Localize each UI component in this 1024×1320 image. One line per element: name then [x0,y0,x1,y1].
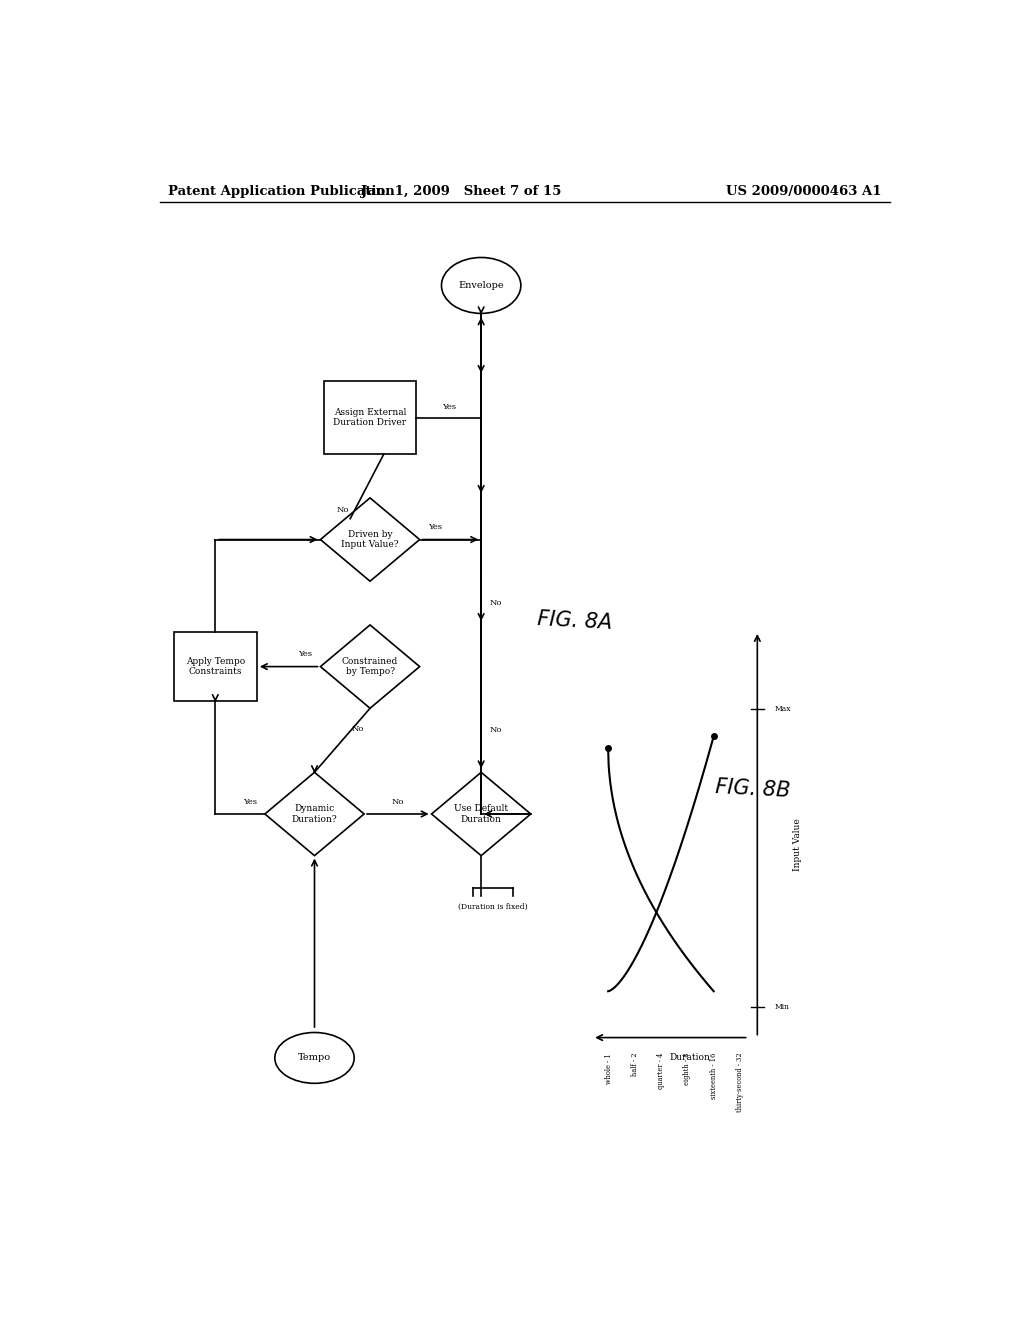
Text: Min: Min [775,1003,790,1011]
Text: half - 2: half - 2 [631,1053,639,1076]
Text: Dynamic
Duration?: Dynamic Duration? [292,804,337,824]
Text: Yes: Yes [243,797,257,805]
Text: quarter - 4: quarter - 4 [657,1053,666,1089]
Text: Tempo: Tempo [298,1053,331,1063]
Text: Yes: Yes [428,523,442,532]
Text: No: No [391,797,404,805]
Text: Use Default
Duration: Use Default Duration [454,804,508,824]
Text: FIG. 8A: FIG. 8A [537,609,612,632]
Text: No: No [352,725,365,733]
Text: thirty-second - 32: thirty-second - 32 [736,1053,743,1113]
Text: US 2009/0000463 A1: US 2009/0000463 A1 [726,185,882,198]
Text: FIG. 8B: FIG. 8B [715,776,792,800]
Text: Constrained
by Tempo?: Constrained by Tempo? [342,657,398,676]
Bar [174,632,257,701]
Text: sixteenth - 16: sixteenth - 16 [710,1053,718,1100]
Bar [325,381,416,454]
Text: Yes: Yes [299,651,312,659]
Text: Assign External
Duration Driver: Assign External Duration Driver [334,408,407,428]
Text: Yes: Yes [442,404,457,412]
Text: Max: Max [775,705,792,713]
Text: Driven by
Input Value?: Driven by Input Value? [341,529,398,549]
Text: Patent Application Publication: Patent Application Publication [168,185,394,198]
Text: eighth - 8: eighth - 8 [683,1053,691,1085]
Text: Duration: Duration [670,1053,711,1063]
Text: whole - 1: whole - 1 [605,1053,613,1084]
Text: No: No [489,726,502,734]
Text: No: No [489,599,502,607]
Text: Input Value: Input Value [793,818,802,871]
Text: (Duration is fixed): (Duration is fixed) [459,903,527,911]
Text: Jan. 1, 2009   Sheet 7 of 15: Jan. 1, 2009 Sheet 7 of 15 [361,185,561,198]
Text: Envelope: Envelope [459,281,504,290]
Text: Apply Tempo
Constraints: Apply Tempo Constraints [185,657,245,676]
Text: No: No [337,507,349,515]
